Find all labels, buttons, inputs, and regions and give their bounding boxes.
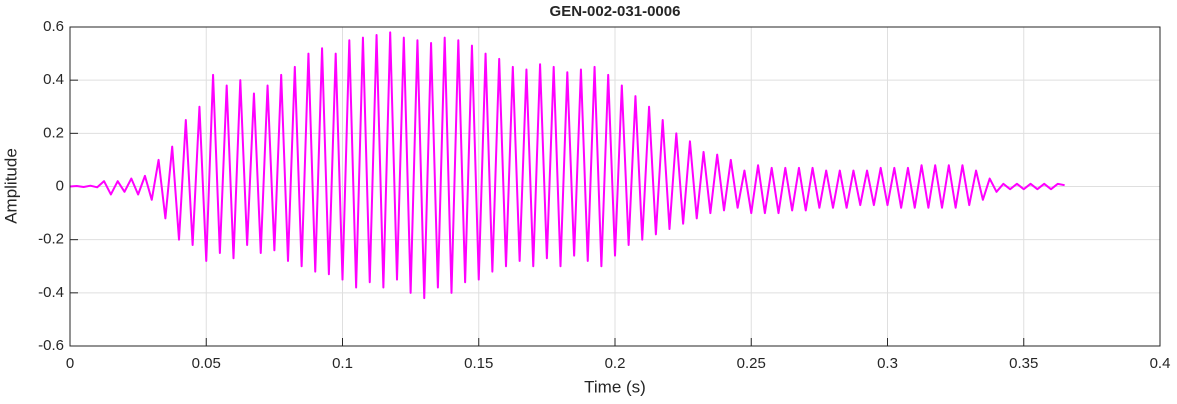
y-tick-label: 0 [56, 177, 64, 194]
x-tick-label: 0.2 [605, 355, 626, 372]
waveform [69, 31, 1065, 300]
y-tick-label: 0.4 [43, 71, 64, 88]
x-tick-label: 0.15 [464, 355, 493, 372]
y-axis-label: Amplitude [1, 148, 20, 224]
x-tick-label: 0.05 [192, 355, 221, 372]
x-tick-label: 0.25 [737, 355, 766, 372]
y-tick-label: 0.2 [43, 124, 64, 141]
x-tick-label: 0.35 [1009, 355, 1038, 372]
x-tick-label: 0.3 [877, 355, 898, 372]
x-tick-label: 0.4 [1150, 355, 1171, 372]
chart-title: GEN-002-031-0006 [550, 3, 681, 20]
y-tick-label: -0.2 [38, 231, 64, 248]
x-tick-label: 0 [66, 355, 74, 372]
y-tick-label: -0.4 [38, 284, 64, 301]
x-tick-label: 0.1 [332, 355, 353, 372]
y-tick-label: -0.6 [38, 337, 64, 354]
x-axis-label: Time (s) [584, 377, 646, 396]
axes-box [69, 26, 1161, 347]
y-tick-label: 0.6 [43, 18, 64, 35]
